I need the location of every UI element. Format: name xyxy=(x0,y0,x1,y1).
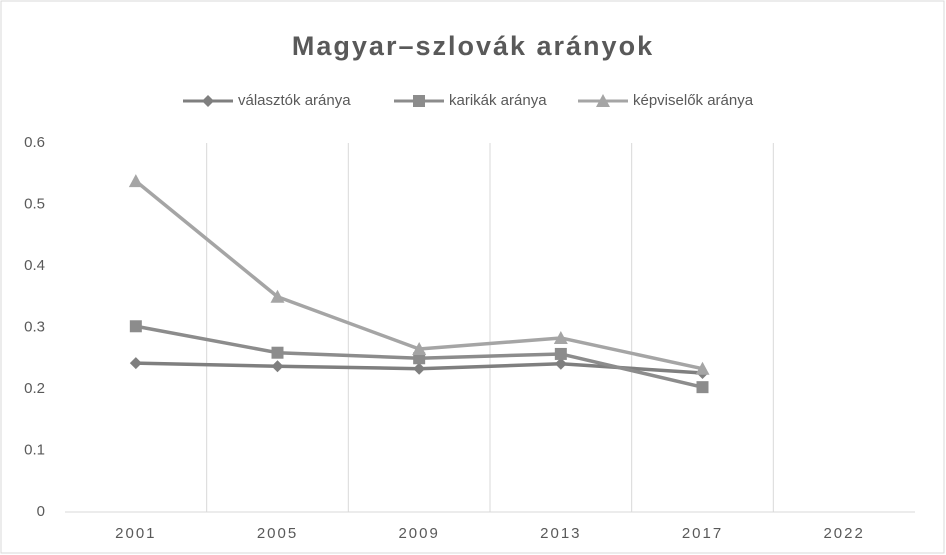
legend-label: választók aránya xyxy=(238,92,351,109)
data-point xyxy=(554,357,567,370)
data-point xyxy=(129,320,142,333)
data-point xyxy=(412,342,427,356)
y-tick-label: 0.4 xyxy=(24,257,45,274)
data-point xyxy=(696,381,709,394)
y-tick-label: 0.3 xyxy=(24,318,45,335)
data-point xyxy=(553,330,568,344)
legend-marker xyxy=(596,94,610,107)
x-tick-label: 2005 xyxy=(257,525,298,542)
data-point xyxy=(554,347,567,360)
chart-title: Magyar–szlovák arányok xyxy=(292,31,654,61)
legend-marker xyxy=(202,95,214,107)
y-tick-label: 0.2 xyxy=(24,380,45,397)
data-point xyxy=(413,352,426,365)
data-point xyxy=(413,362,426,375)
data-point xyxy=(270,289,285,303)
x-tick-label: 2013 xyxy=(540,525,581,542)
legend-label: képviselők aránya xyxy=(633,92,754,109)
y-tick-label: 0.5 xyxy=(24,195,45,212)
data-point xyxy=(695,361,710,375)
x-tick-label: 2017 xyxy=(682,525,723,542)
data-point xyxy=(271,360,284,373)
y-tick-label: 0.6 xyxy=(24,134,45,151)
x-tick-label: 2001 xyxy=(115,525,156,542)
y-tick-label: 0 xyxy=(37,503,45,520)
data-point xyxy=(128,174,143,188)
data-point xyxy=(271,346,284,359)
x-tick-label: 2009 xyxy=(398,525,439,542)
legend-label: karikák aránya xyxy=(449,92,547,109)
legend-marker xyxy=(413,95,425,107)
y-tick-label: 0.1 xyxy=(24,441,45,458)
data-point xyxy=(129,357,142,370)
x-tick-label: 2022 xyxy=(823,525,864,542)
